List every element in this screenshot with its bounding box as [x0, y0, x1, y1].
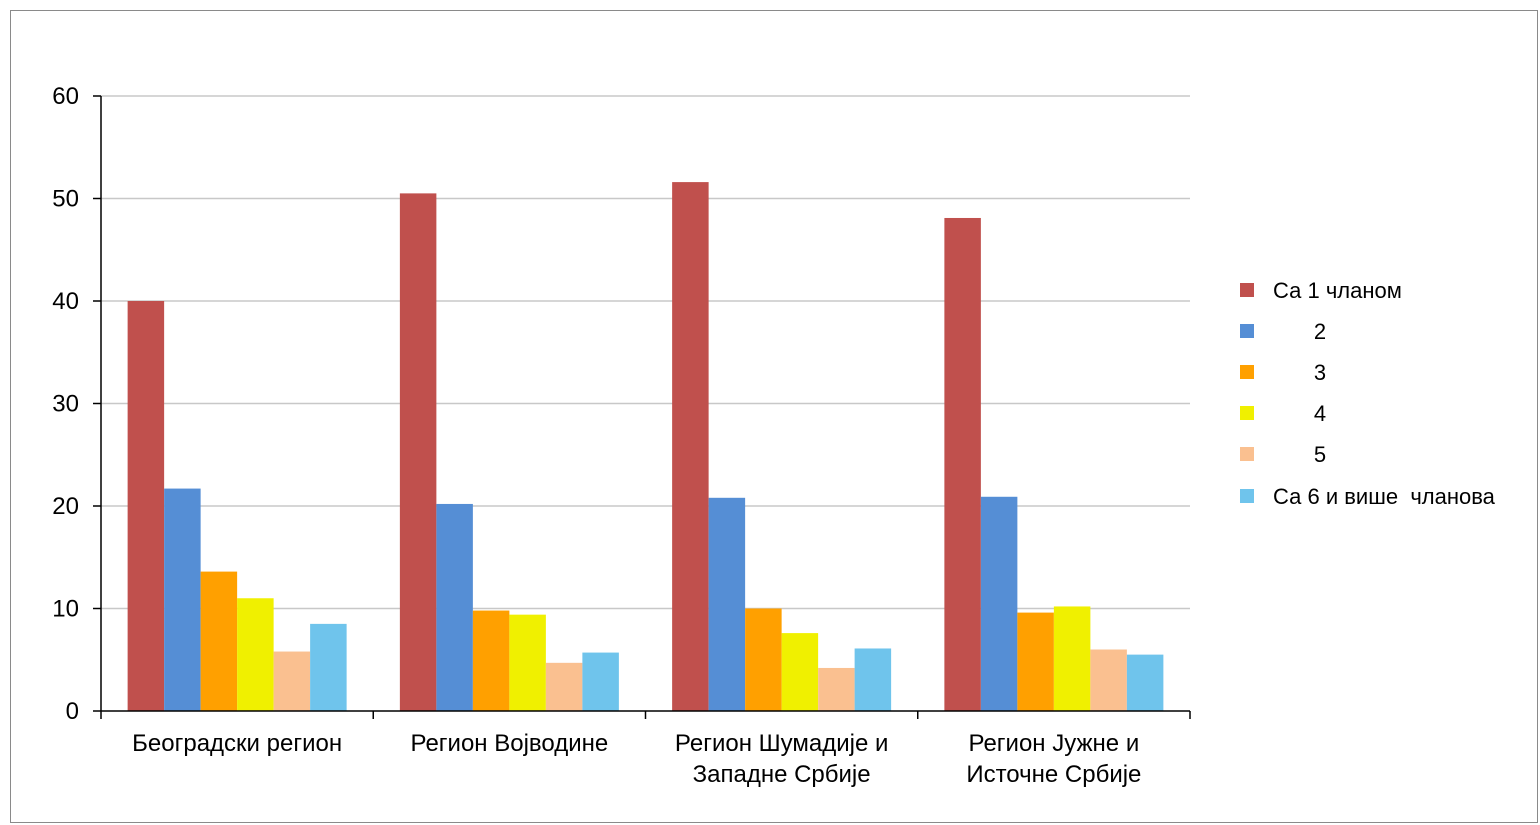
category-label: Источне Србије — [966, 761, 1141, 788]
legend-swatch — [1240, 283, 1254, 297]
y-tick-label: 20 — [52, 493, 79, 520]
bar — [781, 633, 819, 711]
y-tick-label: 50 — [52, 186, 79, 213]
legend-swatch — [1240, 365, 1254, 379]
legend-label: 2 — [1314, 319, 1326, 344]
bar — [164, 488, 201, 711]
bar — [582, 652, 619, 711]
legend-swatch — [1240, 447, 1254, 461]
bar — [509, 614, 546, 711]
bar — [708, 497, 746, 711]
bar — [436, 503, 473, 711]
bars — [127, 182, 1164, 712]
bar — [1017, 612, 1054, 711]
legend-label: 3 — [1314, 360, 1326, 385]
bar — [1090, 649, 1127, 711]
axes: 0 10 20 30 40 50 60 Београдски регион Регион Вој… — [52, 83, 1191, 788]
bar — [854, 648, 892, 711]
bar — [310, 623, 347, 711]
legend-swatch — [1240, 489, 1254, 503]
legend-label: Са 1 чланом — [1273, 278, 1402, 303]
bar — [545, 662, 583, 711]
legend: Са 1 чланом 2 3 4 5 Са 6 и више чланова — [1240, 278, 1496, 509]
bar — [672, 182, 709, 712]
legend-label: 5 — [1314, 442, 1326, 467]
bar — [200, 571, 238, 711]
category-label: Регион Шумадије и — [675, 730, 888, 757]
bar — [980, 496, 1018, 711]
y-tick-label: 10 — [52, 596, 79, 623]
category-label: Регион Војводине — [411, 730, 609, 757]
gridlines — [101, 95, 1190, 610]
category-label: Западне Србије — [693, 761, 871, 788]
bar — [944, 217, 981, 711]
y-tick-label: 40 — [52, 288, 79, 315]
bar — [1126, 654, 1164, 711]
y-tick-label: 30 — [52, 391, 79, 418]
legend-label: Са 6 и више чланова — [1273, 484, 1496, 509]
bar — [472, 610, 510, 711]
bar — [237, 598, 274, 711]
bar — [1053, 606, 1091, 711]
y-tick-label: 60 — [52, 83, 79, 110]
y-tick-label: 0 — [66, 698, 79, 725]
bar — [127, 301, 165, 711]
bar — [818, 667, 855, 711]
bar — [745, 608, 782, 711]
legend-label: 4 — [1314, 401, 1326, 426]
category-label: Београдски регион — [132, 730, 342, 757]
bar — [399, 193, 437, 711]
legend-swatch — [1240, 324, 1254, 338]
legend-swatch — [1240, 406, 1254, 420]
category-label: Регион Јужне и — [969, 730, 1140, 757]
bar — [273, 651, 311, 711]
